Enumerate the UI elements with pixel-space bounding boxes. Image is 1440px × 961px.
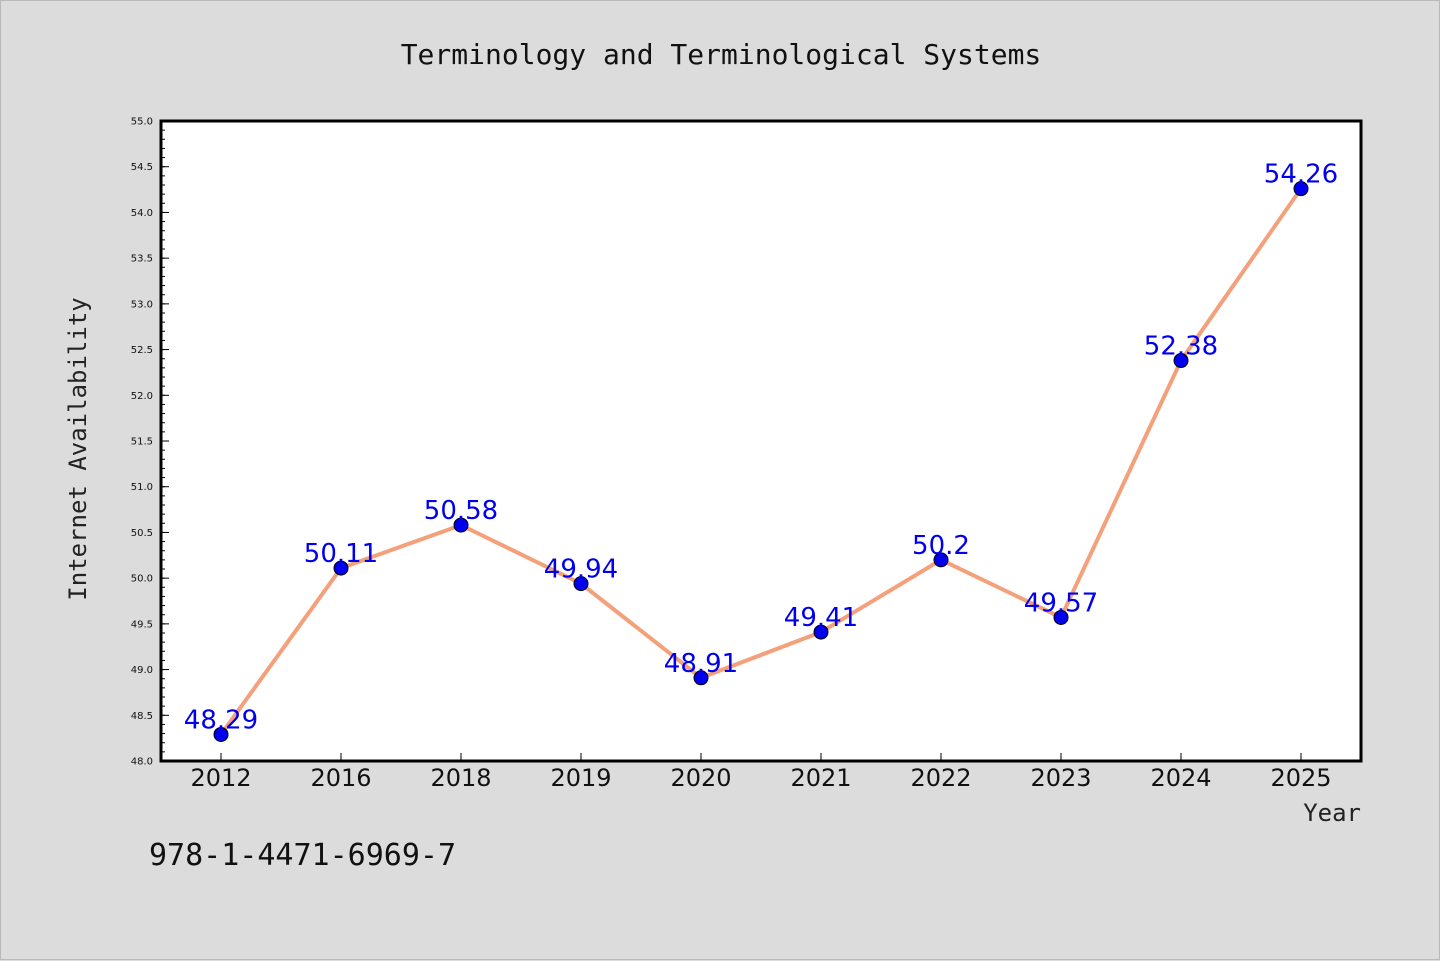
x-tick-label: 2012 [190,764,251,792]
x-tick-label: 2020 [670,764,731,792]
x-tick-label: 2016 [310,764,371,792]
data-label: 52.38 [1144,332,1218,362]
data-point [1293,181,1309,197]
data-point [573,576,589,592]
data-label: 54.26 [1264,160,1338,190]
data-point [693,670,709,686]
y-axis-label: Internet Availability [64,297,92,600]
data-label: 50.2 [912,531,970,561]
data-label: 49.41 [784,603,858,633]
y-tick-label: 52.5 [131,345,153,356]
y-tick-label: 54.0 [131,208,153,219]
data-label: 48.29 [184,705,258,735]
x-tick-label: 2018 [430,764,491,792]
data-point [1053,609,1069,625]
y-tick-label: 50.0 [131,574,153,585]
data-point [1173,353,1189,369]
x-tick-label: 2022 [910,764,971,792]
x-tick-label: 2019 [550,764,611,792]
y-tick-label: 49.5 [131,619,153,630]
x-tick-label: 2025 [1270,764,1331,792]
data-labels: 48.29 50.11 50.58 49.94 48.91 49.41 50.2 49.57 5… [184,160,1338,736]
data-label: 48.91 [664,649,738,679]
data-point [453,517,469,533]
data-label: 50.58 [424,496,498,526]
plot-area [159,119,1363,763]
data-label: 50.11 [304,539,378,569]
y-tick-label: 53.5 [131,254,153,265]
data-point [933,552,949,568]
data-point [813,624,829,640]
x-axis: 2012 2016 2018 2019 2020 2021 2022 2023 2024 2025 [190,753,1332,792]
x-tick-label: 2024 [1150,764,1211,792]
series-layer [213,181,1309,742]
y-axis: 48.0 48.5 49.0 49.5 50.0 50.5 51.0 51.5 52.0 52.5… [131,117,169,768]
data-point [213,726,229,742]
y-tick-label: 55.0 [131,117,153,128]
y-tick-label: 50.5 [131,528,153,539]
data-label: 49.57 [1024,588,1098,618]
x-tick-label: 2021 [790,764,851,792]
x-axis-label: Year [1303,799,1361,827]
y-tick-label: 49.0 [131,665,153,676]
x-tick-label: 2023 [1030,764,1091,792]
series-line [219,186,1303,737]
y-tick-label: 53.0 [131,299,153,310]
y-tick-label: 48.5 [131,711,153,722]
isbn-text: 978-1-4471-6969-7 [149,838,456,873]
y-tick-label: 48.0 [131,757,153,768]
y-tick-label: 54.5 [131,162,153,173]
y-tick-label: 51.0 [131,482,153,493]
data-point [333,560,349,576]
y-tick-label: 51.5 [131,437,153,448]
chart-title: Terminology and Terminological Systems [401,38,1042,71]
data-label: 49.94 [544,555,618,585]
y-tick-label: 52.0 [131,391,153,402]
